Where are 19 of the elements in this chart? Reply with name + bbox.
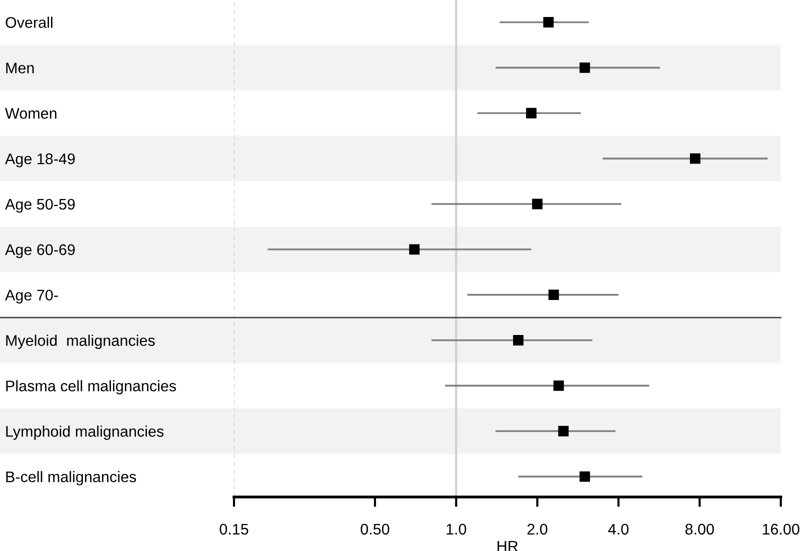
y-tick-label: Age 70- — [5, 290, 58, 304]
x-tick-label: 0.15 — [220, 524, 248, 535]
y-tick-label: B-cell malignancies — [6, 471, 136, 486]
y-tick-label: Overall — [6, 16, 52, 28]
x-axis-title: HR — [498, 540, 518, 551]
x-tick-label: 4.0 — [608, 524, 628, 535]
x-tick-label: 1.0 — [446, 524, 466, 535]
x-tick-label: 8.00 — [685, 524, 714, 535]
x-tick-label: 2.0 — [527, 524, 548, 535]
x-tick-label: 0.50 — [360, 524, 390, 535]
y-tick-label: Age 18-49 — [5, 153, 75, 168]
y-tick-label: Myeloid malignancies — [6, 334, 155, 349]
y-tick-label: Men — [6, 62, 34, 74]
y-tick-label: Women — [5, 108, 56, 119]
y-tick-label: Age 60-69 — [5, 244, 75, 258]
y-tick-label: Age 50-59 — [5, 198, 75, 213]
y-tick-label: Lymphoid malignancies — [6, 426, 164, 440]
x-tick-label: 16.00 — [762, 524, 800, 535]
y-tick-label: Plasma cell malignancies — [6, 380, 176, 394]
